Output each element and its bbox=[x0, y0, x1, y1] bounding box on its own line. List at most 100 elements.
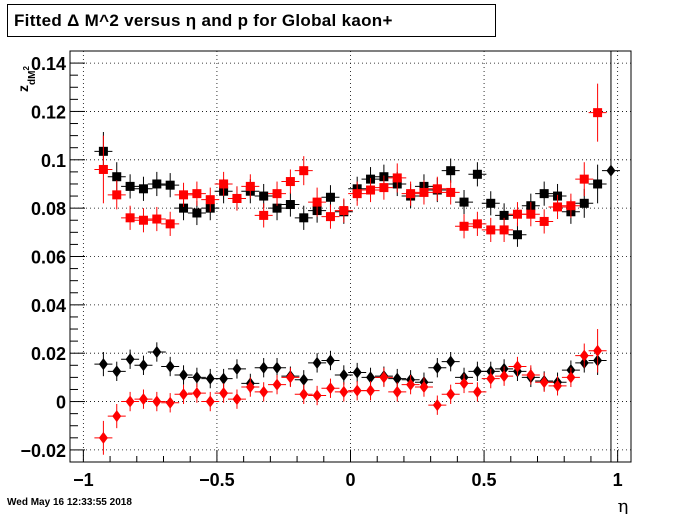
data-point-diamond bbox=[219, 372, 229, 385]
data-point-diamond bbox=[272, 378, 282, 391]
data-point-diamond bbox=[192, 387, 202, 400]
data-point-diamond bbox=[486, 372, 496, 385]
x-tick-label: −1 bbox=[73, 470, 94, 490]
data-point-square bbox=[459, 197, 469, 207]
data-point-diamond bbox=[179, 368, 189, 381]
data-point-diamond bbox=[112, 410, 122, 423]
data-point-diamond bbox=[219, 387, 229, 400]
data-point-square bbox=[432, 184, 442, 194]
data-point-diamond bbox=[579, 349, 589, 362]
data-point-diamond bbox=[366, 384, 376, 397]
chart-title: Fitted Δ M^2 versus η and p for Global k… bbox=[7, 4, 496, 37]
data-point-square bbox=[259, 191, 269, 201]
data-point-diamond bbox=[112, 365, 122, 378]
data-point-diamond bbox=[366, 371, 376, 384]
data-point-square bbox=[165, 180, 175, 190]
data-point-square bbox=[325, 192, 335, 202]
data-point-diamond bbox=[352, 384, 362, 397]
data-point-square bbox=[179, 203, 189, 213]
y-tick-label: 0.06 bbox=[31, 248, 66, 268]
data-point-diamond bbox=[339, 385, 349, 398]
data-point-square bbox=[512, 230, 522, 240]
data-point-diamond bbox=[553, 379, 563, 392]
data-point-square bbox=[285, 177, 295, 187]
data-point-square bbox=[486, 225, 496, 235]
data-point-square bbox=[593, 179, 603, 189]
y-axis-label: zdM2 bbox=[15, 66, 38, 92]
data-point-diamond bbox=[138, 359, 148, 372]
data-point-square bbox=[312, 197, 322, 207]
data-point-square bbox=[192, 208, 202, 218]
data-point-diamond bbox=[499, 370, 509, 383]
y-tick-label: 0.14 bbox=[31, 54, 66, 74]
data-point-square bbox=[472, 219, 482, 229]
y-tick-label: −0.02 bbox=[20, 441, 66, 461]
data-point-square bbox=[499, 210, 509, 220]
data-point-square bbox=[152, 179, 162, 189]
data-point-diamond bbox=[299, 373, 309, 386]
data-point-square bbox=[472, 169, 482, 179]
data-point-diamond bbox=[392, 372, 402, 385]
data-point-square bbox=[152, 214, 162, 224]
data-point-square bbox=[285, 200, 295, 210]
data-point-diamond bbox=[125, 395, 135, 408]
y-tick-label: 0.02 bbox=[31, 344, 66, 364]
x-tick-label: −0.5 bbox=[199, 470, 235, 490]
data-point-square bbox=[579, 174, 589, 184]
data-point-square bbox=[219, 179, 229, 189]
data-point-square bbox=[205, 195, 215, 205]
data-point-diamond bbox=[179, 388, 189, 401]
data-point-diamond bbox=[539, 376, 549, 389]
timestamp: Wed May 16 12:33:55 2018 bbox=[7, 497, 132, 508]
data-point-square bbox=[339, 206, 349, 216]
data-point-square bbox=[299, 166, 309, 176]
data-point-diamond bbox=[593, 344, 603, 357]
data-point-square bbox=[138, 215, 148, 225]
x-tick-label: 0 bbox=[345, 470, 355, 490]
data-point-diamond bbox=[392, 385, 402, 398]
data-point-square bbox=[259, 210, 269, 220]
data-point-diamond bbox=[526, 368, 536, 381]
data-point-diamond bbox=[606, 164, 616, 177]
data-point-diamond bbox=[299, 388, 309, 401]
data-point-diamond bbox=[432, 361, 442, 374]
data-point-square bbox=[446, 166, 456, 176]
data-point-square bbox=[553, 202, 563, 212]
data-point-square bbox=[352, 189, 362, 199]
data-point-square bbox=[272, 203, 282, 213]
data-point-diamond bbox=[138, 393, 148, 406]
data-point-diamond bbox=[192, 371, 202, 384]
data-point-diamond bbox=[379, 371, 389, 384]
data-point-diamond bbox=[352, 366, 362, 379]
data-point-square bbox=[526, 209, 536, 219]
data-point-diamond bbox=[152, 395, 162, 408]
data-point-square bbox=[125, 181, 135, 191]
data-point-diamond bbox=[325, 354, 335, 367]
data-point-square bbox=[539, 216, 549, 226]
data-point-square bbox=[539, 189, 549, 199]
data-point-square bbox=[379, 183, 389, 193]
data-point-square bbox=[325, 212, 335, 222]
data-point-square bbox=[112, 190, 122, 200]
data-point-diamond bbox=[432, 399, 442, 412]
data-point-diamond bbox=[285, 371, 295, 384]
data-point-diamond bbox=[98, 358, 108, 371]
data-point-square bbox=[299, 213, 309, 223]
data-point-diamond bbox=[446, 388, 456, 401]
data-point-square bbox=[192, 189, 202, 199]
data-point-diamond bbox=[312, 356, 322, 369]
data-point-diamond bbox=[125, 353, 135, 366]
x-axis-label: η bbox=[618, 496, 629, 514]
data-point-square bbox=[366, 185, 376, 195]
data-point-square bbox=[392, 173, 402, 183]
data-point-square bbox=[593, 108, 603, 118]
y-tick-label: 0.04 bbox=[31, 296, 66, 316]
y-tick-label: 0 bbox=[56, 393, 66, 413]
data-point-diamond bbox=[312, 389, 322, 402]
data-point-square bbox=[232, 193, 242, 203]
y-tick-label: 0.12 bbox=[31, 102, 66, 122]
y-tick-label: 0.08 bbox=[31, 199, 66, 219]
data-point-square bbox=[512, 209, 522, 219]
data-layer bbox=[94, 51, 620, 462]
